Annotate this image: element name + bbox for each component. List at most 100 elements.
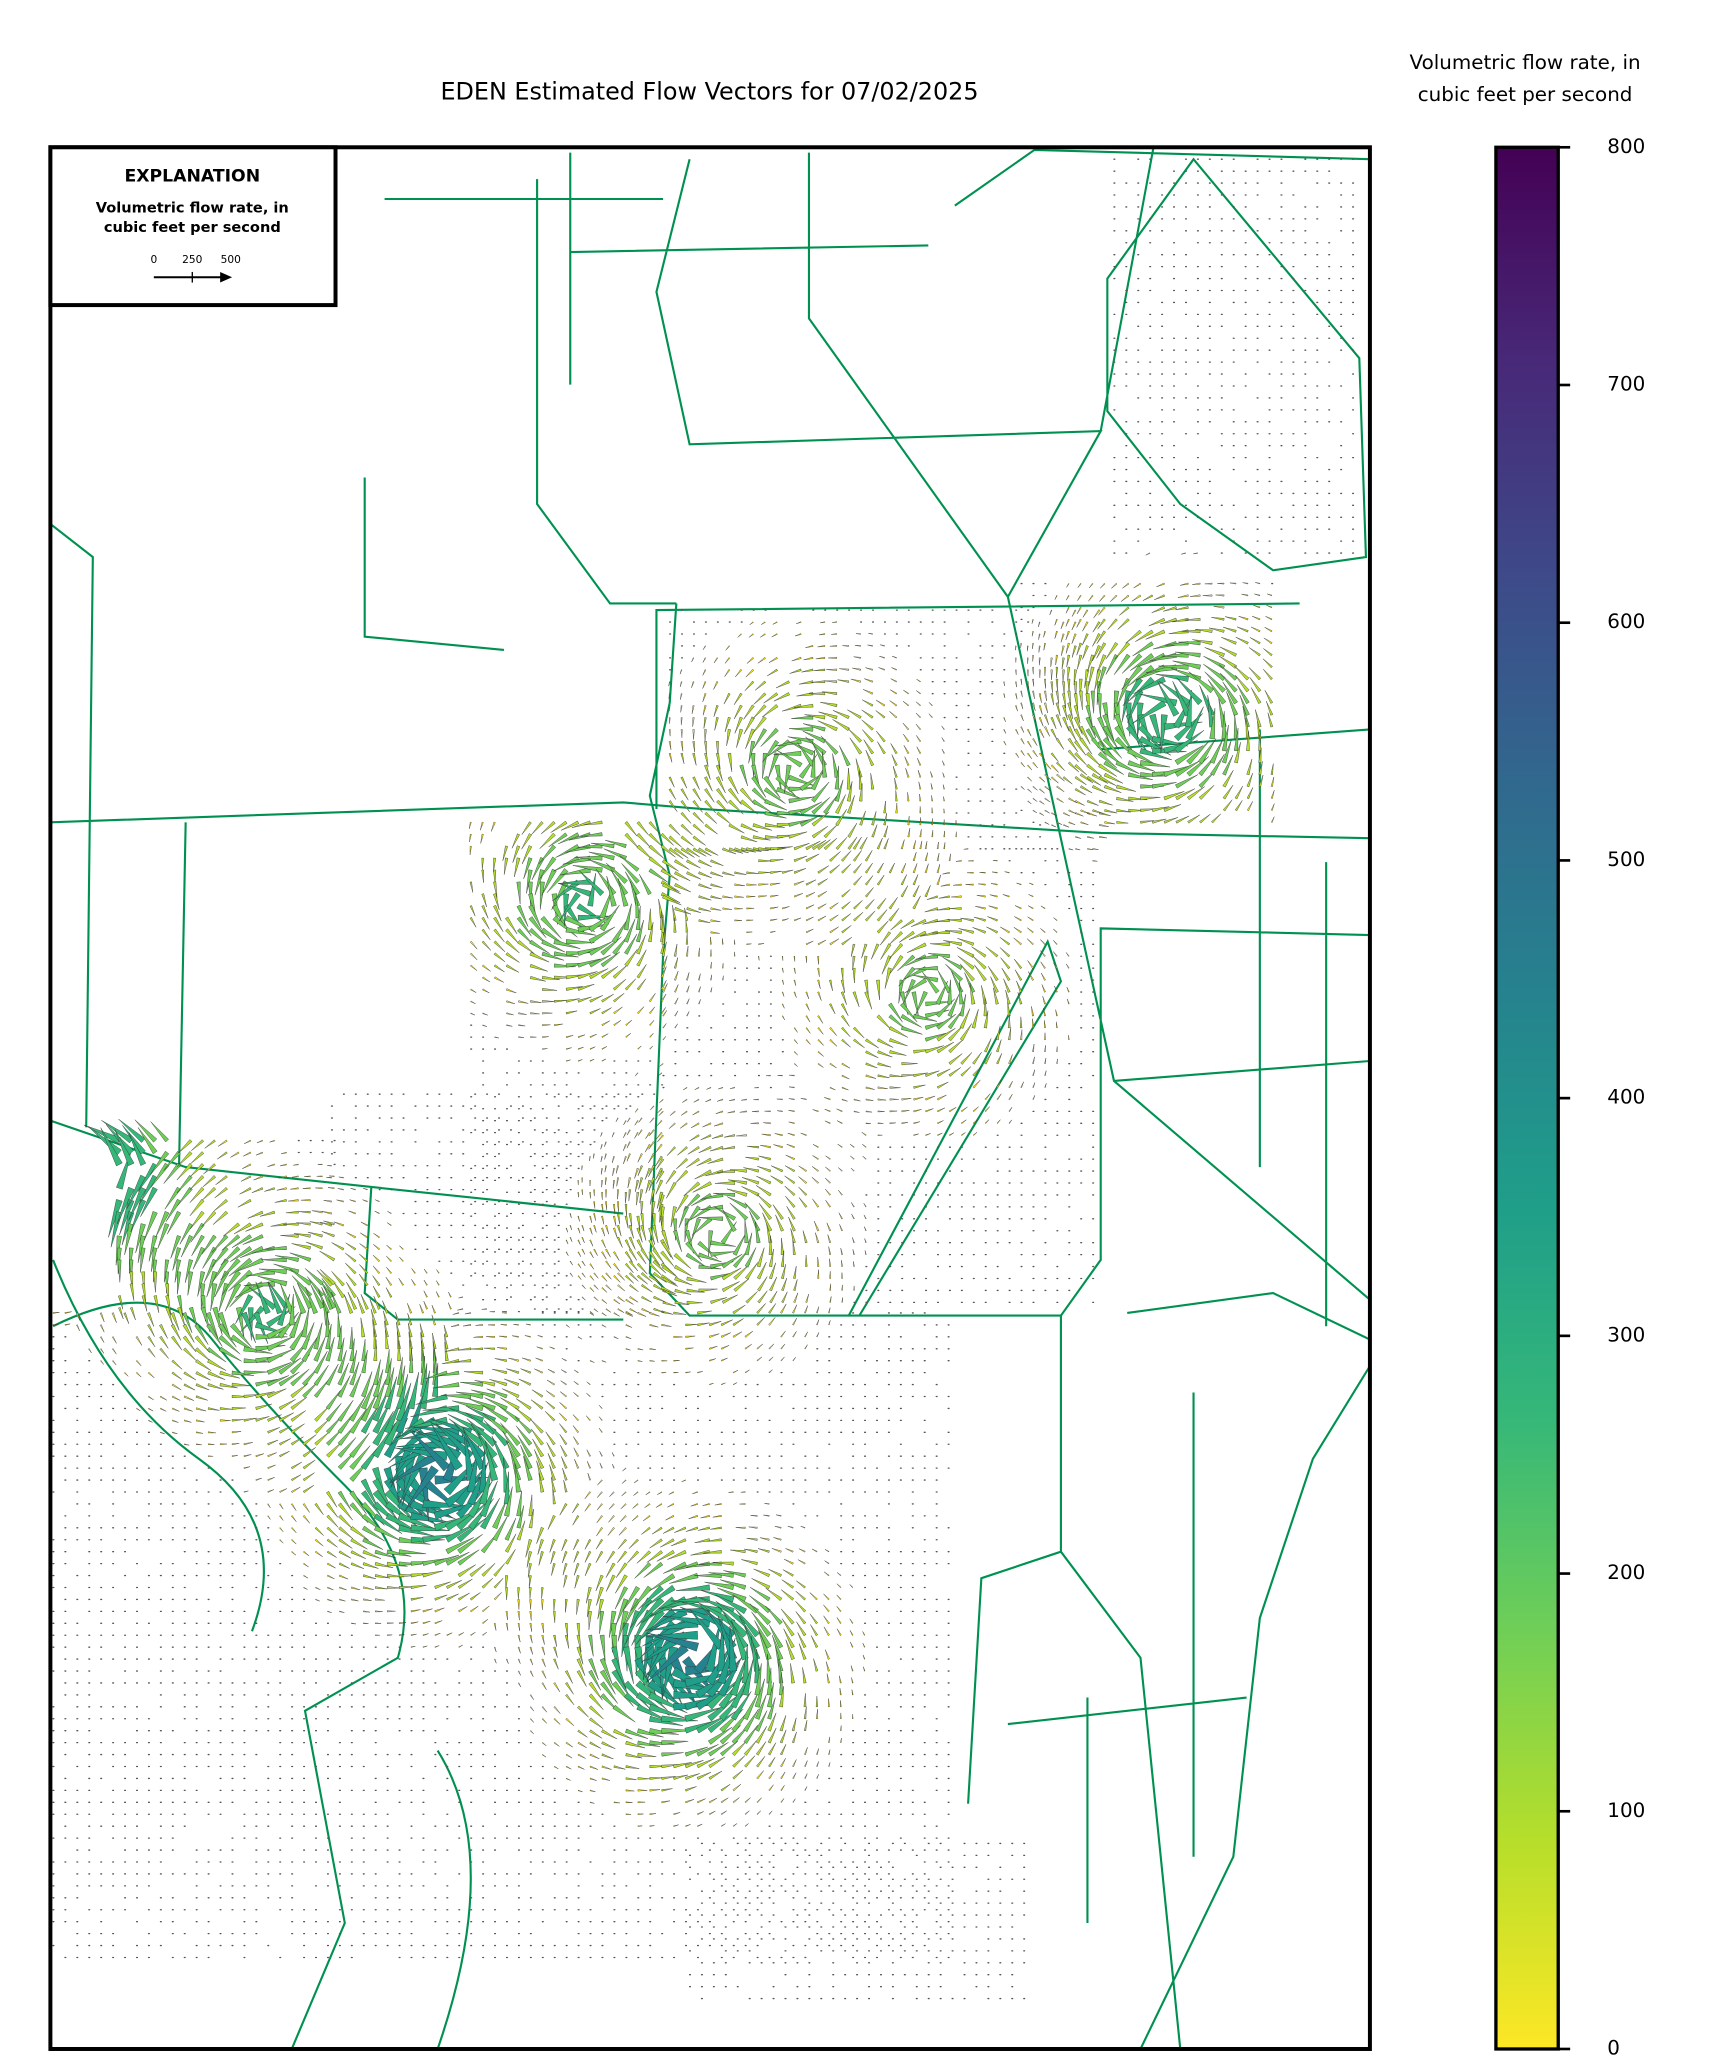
- flow-arrow: [577, 1336, 583, 1340]
- flow-arrow: [748, 633, 754, 638]
- flow-arrow: [692, 1491, 698, 1494]
- flow-arrow: [1065, 952, 1070, 957]
- flow-arrow: [876, 909, 888, 922]
- flow-arrow: [1073, 669, 1077, 686]
- flow-arrow: [624, 1251, 633, 1263]
- flow-arrow: [228, 1257, 253, 1277]
- flow-arrow: [1181, 552, 1186, 555]
- flow-arrow: [802, 1230, 808, 1244]
- flow-arrow: [661, 1752, 684, 1757]
- flow-arrow: [589, 1263, 594, 1270]
- flow-arrow: [1060, 621, 1065, 630]
- flow-arrow: [842, 645, 849, 647]
- flow-arrow: [841, 937, 852, 946]
- flow-arrow: [839, 1687, 842, 1696]
- flow-arrow: [732, 1369, 739, 1374]
- flow-arrow: [581, 1236, 585, 1243]
- flow-arrow: [1238, 616, 1249, 621]
- flow-arrow: [589, 968, 609, 980]
- flow-arrow: [698, 847, 712, 857]
- flow-arrow: [124, 1372, 129, 1377]
- explanation-text: Volumetric flow rate, in: [96, 199, 289, 216]
- flow-arrow: [889, 700, 898, 707]
- flow-arrow: [345, 1242, 357, 1251]
- flow-arrow: [769, 1276, 777, 1292]
- flow-arrow: [953, 883, 962, 886]
- flow-arrow: [147, 1347, 156, 1358]
- flow-arrow: [1007, 1027, 1012, 1041]
- flow-arrow: [753, 1098, 759, 1101]
- flow-arrow: [605, 1308, 612, 1313]
- flow-arrow: [708, 1810, 716, 1816]
- flow-arrow: [444, 1333, 449, 1350]
- flow-arrow: [137, 1162, 158, 1192]
- flow-arrow: [1039, 776, 1046, 783]
- flow-arrow: [1054, 595, 1058, 600]
- flow-arrow: [604, 1153, 607, 1160]
- flow-arrow: [750, 1515, 758, 1517]
- flow-arrow: [267, 1439, 279, 1446]
- flow-arrow: [757, 1548, 770, 1553]
- flow-arrow: [828, 1320, 831, 1326]
- flow-arrow: [481, 1308, 487, 1310]
- flow-arrow: [776, 786, 802, 800]
- flow-arrow: [841, 1098, 848, 1102]
- flow-arrow: [680, 752, 685, 764]
- flow-arrow: [798, 1548, 806, 1553]
- flow-arrow: [668, 1491, 675, 1495]
- flow-arrow: [375, 1610, 383, 1613]
- flow-arrow: [302, 1434, 317, 1446]
- flow-arrow: [717, 1098, 724, 1102]
- flow-arrow: [865, 1098, 874, 1101]
- flow-arrow: [165, 1306, 173, 1326]
- explanation-heading: EXPLANATION: [124, 166, 260, 186]
- flow-arrow: [690, 1217, 701, 1242]
- flow-arrow: [761, 621, 766, 625]
- flow-arrow: [553, 1658, 559, 1670]
- flow-arrow: [541, 868, 557, 896]
- flow-arrow: [781, 869, 794, 874]
- flow-arrow: [720, 1797, 729, 1804]
- flow-arrow: [1015, 693, 1018, 700]
- flow-arrow: [607, 1527, 615, 1536]
- flow-arrow: [797, 1559, 806, 1565]
- flow-arrow: [446, 1632, 453, 1636]
- flow-arrow: [553, 1718, 561, 1725]
- flow-arrow: [266, 1375, 289, 1387]
- flow-arrow: [676, 1157, 689, 1170]
- flow-arrow: [1074, 764, 1088, 776]
- flow-arrow: [929, 942, 950, 947]
- flow-arrow: [817, 967, 820, 977]
- flow-arrow: [241, 1311, 256, 1343]
- flow-arrow: [758, 943, 765, 945]
- flow-arrow: [183, 1371, 197, 1381]
- flow-arrow: [1032, 690, 1035, 699]
- flow-arrow: [568, 832, 591, 841]
- flow-arrow: [1266, 701, 1274, 716]
- flow-arrow: [890, 689, 898, 695]
- flow-arrow: [735, 1526, 746, 1529]
- flow-arrow: [788, 1098, 795, 1101]
- flow-arrow: [853, 900, 863, 910]
- flow-arrow: [684, 907, 689, 921]
- flow-arrow: [1088, 583, 1094, 589]
- flow-arrow: [724, 657, 731, 664]
- flow-arrow: [659, 1063, 664, 1067]
- flow-arrow: [636, 821, 649, 836]
- flow-arrow: [836, 1617, 842, 1624]
- flow-arrow: [457, 1578, 473, 1589]
- flow-arrow: [841, 925, 852, 934]
- flow-arrow: [756, 1194, 772, 1209]
- flow-arrow: [217, 1151, 228, 1160]
- flow-arrow: [708, 1333, 720, 1338]
- flow-arrow: [618, 1526, 627, 1536]
- flow-arrow: [1041, 984, 1046, 993]
- flow-arrow: [331, 1292, 342, 1314]
- flow-arrow: [540, 820, 556, 835]
- flow-arrow: [349, 1490, 367, 1515]
- flow-arrow: [781, 1579, 794, 1589]
- flow-arrow: [765, 1075, 771, 1077]
- flow-arrow: [661, 1229, 670, 1250]
- flow-arrow: [805, 853, 820, 863]
- flow-arrow: [100, 1360, 104, 1365]
